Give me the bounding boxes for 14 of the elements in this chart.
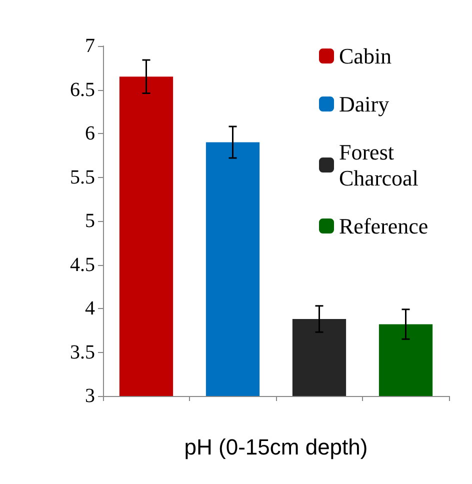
- y-tick-label: 3.5: [70, 341, 95, 364]
- y-tick-label: 6.5: [70, 78, 95, 101]
- y-tick-label: 7: [85, 35, 95, 57]
- y-tick-label: 5: [85, 210, 95, 232]
- x-axis-title: pH (0-15cm depth): [184, 434, 368, 460]
- legend-label: Reference: [339, 214, 428, 238]
- legend-label: Cabin: [339, 44, 392, 68]
- y-tick-label: 4.5: [70, 254, 95, 276]
- legend-label: Forest Charcoal: [339, 140, 418, 190]
- y-tick-label: 6: [85, 122, 95, 144]
- y-tick-label: 4: [85, 298, 95, 320]
- y-tick-label: 3: [85, 385, 95, 407]
- legend-label: Dairy: [339, 92, 390, 116]
- y-tick-label: 5.5: [70, 166, 95, 188]
